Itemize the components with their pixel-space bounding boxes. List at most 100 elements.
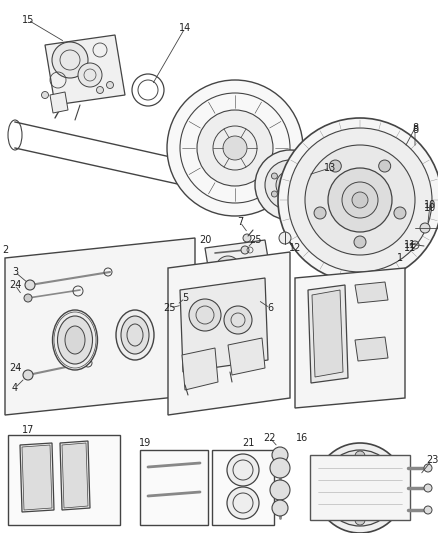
Circle shape	[383, 467, 393, 477]
Text: 16: 16	[296, 433, 308, 443]
Text: 15: 15	[22, 15, 34, 25]
Polygon shape	[182, 348, 218, 390]
Circle shape	[314, 207, 326, 219]
Text: 8: 8	[412, 125, 418, 135]
Circle shape	[288, 128, 432, 272]
Circle shape	[424, 506, 432, 514]
Text: 11: 11	[404, 243, 416, 253]
Circle shape	[355, 451, 365, 461]
Bar	[140, 450, 208, 525]
Polygon shape	[210, 290, 245, 320]
Circle shape	[106, 82, 113, 88]
Circle shape	[354, 236, 366, 248]
Polygon shape	[295, 268, 405, 408]
Circle shape	[272, 447, 288, 463]
Circle shape	[241, 246, 249, 254]
Polygon shape	[5, 238, 195, 415]
Circle shape	[224, 306, 252, 334]
Circle shape	[424, 464, 432, 472]
Circle shape	[278, 118, 438, 282]
Polygon shape	[22, 445, 52, 510]
Circle shape	[329, 160, 341, 172]
Circle shape	[227, 454, 259, 486]
Polygon shape	[312, 290, 343, 377]
Circle shape	[23, 370, 33, 380]
Text: 25: 25	[249, 235, 261, 245]
Polygon shape	[45, 35, 125, 105]
Text: 1: 1	[397, 253, 403, 263]
Ellipse shape	[116, 310, 154, 360]
Circle shape	[342, 470, 378, 506]
Polygon shape	[180, 278, 268, 372]
Circle shape	[276, 171, 304, 199]
Circle shape	[96, 86, 103, 93]
Text: 13: 13	[324, 163, 336, 173]
Text: 10: 10	[424, 203, 436, 213]
Circle shape	[167, 80, 303, 216]
Circle shape	[24, 294, 32, 302]
Text: 22: 22	[264, 433, 276, 443]
Circle shape	[78, 63, 102, 87]
Circle shape	[52, 42, 88, 78]
Ellipse shape	[65, 326, 85, 354]
Polygon shape	[205, 240, 275, 310]
Bar	[212, 450, 274, 525]
Text: 12: 12	[289, 243, 301, 253]
Circle shape	[379, 160, 391, 172]
Ellipse shape	[57, 316, 92, 364]
Circle shape	[25, 280, 35, 290]
Circle shape	[270, 480, 290, 500]
Text: 10: 10	[424, 200, 436, 210]
Bar	[8, 435, 120, 525]
Text: 17: 17	[22, 425, 34, 435]
Circle shape	[243, 234, 251, 242]
Text: 24: 24	[9, 280, 21, 290]
Circle shape	[342, 182, 378, 218]
Text: 23: 23	[426, 455, 438, 465]
Circle shape	[394, 207, 406, 219]
Circle shape	[189, 299, 221, 331]
Polygon shape	[62, 443, 88, 508]
Circle shape	[383, 499, 393, 509]
Text: 6: 6	[267, 303, 273, 313]
Circle shape	[265, 160, 315, 210]
Text: 19: 19	[139, 438, 151, 448]
Polygon shape	[228, 338, 265, 375]
Circle shape	[170, 303, 180, 313]
Circle shape	[352, 192, 368, 208]
Circle shape	[216, 256, 240, 280]
Circle shape	[52, 96, 59, 103]
Circle shape	[272, 500, 288, 516]
Circle shape	[420, 223, 430, 233]
Circle shape	[279, 232, 291, 244]
Circle shape	[315, 443, 405, 533]
Polygon shape	[355, 337, 388, 361]
Text: 2: 2	[2, 245, 8, 255]
Circle shape	[223, 136, 247, 160]
Text: 8: 8	[412, 123, 418, 133]
Circle shape	[255, 150, 325, 220]
Text: 24: 24	[9, 363, 21, 373]
Ellipse shape	[53, 310, 98, 370]
Text: 25: 25	[164, 303, 176, 313]
Circle shape	[272, 191, 277, 197]
Circle shape	[424, 484, 432, 492]
Polygon shape	[168, 252, 290, 415]
Text: 11: 11	[404, 240, 416, 250]
Bar	[310, 455, 410, 520]
Circle shape	[322, 450, 398, 526]
Text: 4: 4	[12, 383, 18, 393]
Circle shape	[305, 145, 415, 255]
Circle shape	[287, 200, 293, 206]
Circle shape	[355, 515, 365, 525]
Text: 5: 5	[182, 293, 188, 303]
Ellipse shape	[121, 316, 149, 354]
Text: 20: 20	[199, 235, 211, 245]
Circle shape	[328, 168, 392, 232]
Text: 14: 14	[179, 23, 191, 33]
Circle shape	[227, 487, 259, 519]
Circle shape	[332, 460, 388, 516]
Circle shape	[197, 110, 273, 186]
Circle shape	[350, 478, 370, 498]
Circle shape	[42, 92, 49, 99]
